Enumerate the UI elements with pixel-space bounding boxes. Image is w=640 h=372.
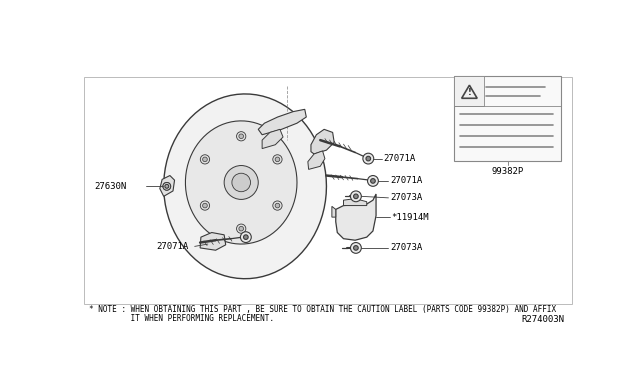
Circle shape (203, 203, 207, 208)
Polygon shape (336, 194, 376, 240)
Polygon shape (332, 206, 336, 217)
Text: 27630N: 27630N (94, 182, 126, 191)
Text: 27071A: 27071A (390, 176, 422, 185)
Circle shape (351, 191, 362, 202)
Circle shape (244, 235, 248, 240)
Polygon shape (186, 121, 297, 244)
Circle shape (351, 243, 362, 253)
Polygon shape (262, 129, 283, 148)
Circle shape (366, 156, 371, 161)
Circle shape (237, 132, 246, 141)
Polygon shape (308, 151, 325, 169)
Bar (454, 76, 484, 106)
Polygon shape (200, 232, 226, 250)
Text: IT WHEN PERFORMING REPLACEMENT.: IT WHEN PERFORMING REPLACEMENT. (90, 314, 275, 323)
Text: R274003N: R274003N (522, 315, 564, 324)
Circle shape (203, 157, 207, 162)
Bar (454, 76, 561, 161)
Circle shape (367, 176, 378, 186)
Circle shape (241, 232, 252, 243)
Text: * NOTE : WHEN OBTAINING THIS PART , BE SURE TO OBTAIN THE CAUTION LABEL (PARTS C: * NOTE : WHEN OBTAINING THIS PART , BE S… (90, 305, 556, 314)
Polygon shape (311, 129, 334, 154)
Polygon shape (164, 94, 326, 279)
Circle shape (363, 153, 374, 164)
Circle shape (200, 155, 210, 164)
Circle shape (273, 201, 282, 210)
Circle shape (371, 179, 375, 183)
Circle shape (239, 226, 244, 231)
Polygon shape (344, 199, 367, 206)
Text: 27073A: 27073A (390, 243, 422, 253)
Circle shape (275, 157, 280, 162)
Circle shape (237, 224, 246, 233)
Circle shape (165, 185, 169, 188)
Circle shape (275, 203, 280, 208)
Text: !: ! (467, 89, 471, 97)
Text: 27071A: 27071A (384, 154, 416, 163)
Text: *11914M: *11914M (392, 213, 429, 222)
Circle shape (200, 201, 210, 210)
Circle shape (163, 183, 171, 190)
Bar (84, 77, 572, 304)
Circle shape (232, 173, 250, 192)
Polygon shape (461, 85, 477, 98)
Text: 27073A: 27073A (390, 193, 422, 202)
Circle shape (353, 194, 358, 199)
Text: 99382P: 99382P (492, 167, 524, 176)
Circle shape (353, 246, 358, 250)
Polygon shape (259, 109, 307, 135)
Text: 27071A: 27071A (156, 242, 188, 251)
Polygon shape (160, 176, 175, 196)
Circle shape (224, 166, 259, 199)
Circle shape (239, 134, 244, 139)
Circle shape (273, 155, 282, 164)
Circle shape (163, 183, 171, 190)
